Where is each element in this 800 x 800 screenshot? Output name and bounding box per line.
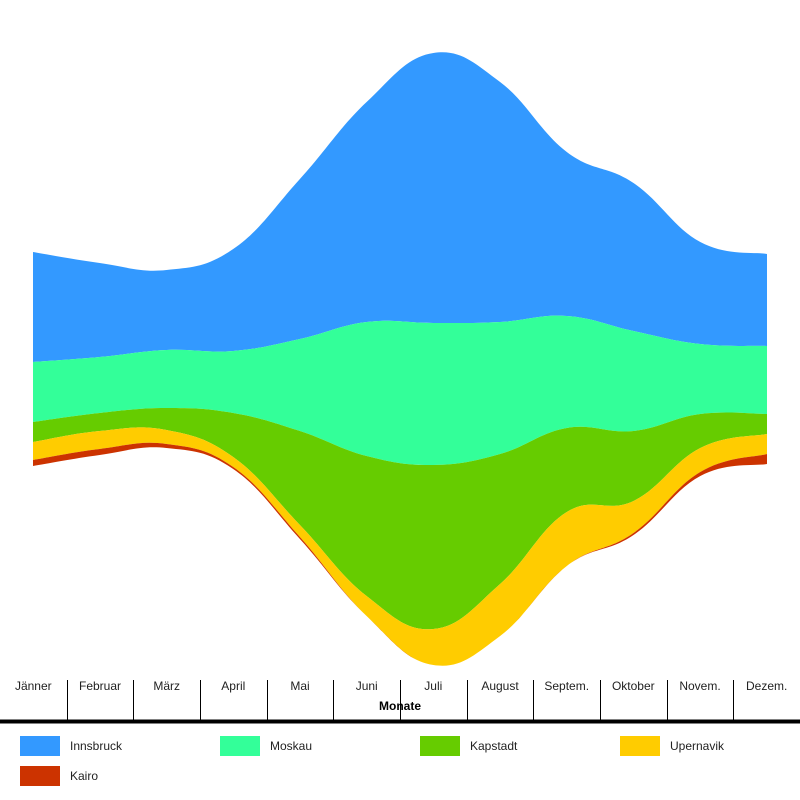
legend-label: Innsbruck [70, 739, 123, 753]
legend-item-innsbruck: Innsbruck [20, 735, 122, 757]
x-tick-label: August [481, 679, 519, 693]
x-tick-label: Jänner [15, 679, 52, 693]
stream-layer-kapstadt [33, 408, 767, 630]
x-tick-label: Oktober [612, 679, 655, 693]
legend-item-upernavik: Upernavik [620, 735, 724, 757]
stream-layers [33, 52, 767, 666]
x-tick-label: Februar [79, 679, 121, 693]
legend-swatch [20, 736, 60, 756]
legend-swatch [220, 736, 260, 756]
legend-label: Upernavik [670, 739, 725, 753]
legend-label: Kairo [70, 769, 99, 783]
x-tick-label: Juni [356, 679, 378, 693]
legend-item-kairo: Kairo [20, 765, 98, 787]
x-tick-label: Septem. [544, 679, 589, 693]
x-tick-label: Mai [290, 679, 309, 693]
legend-swatch [420, 736, 460, 756]
stream-layer-innsbruck [33, 52, 767, 362]
legend-label: Kapstadt [470, 739, 518, 753]
x-tick-label: Novem. [679, 679, 720, 693]
x-tick-label: März [153, 679, 180, 693]
streamgraph-chart: Jänner Februar März April Mai Juni Juli August S… [0, 52, 800, 724]
legend: Innsbruck Moskau Kapstadt Upernavik Kairo [0, 730, 800, 800]
x-axis: Jänner Februar März April Mai Juni Juli August S… [0, 679, 800, 724]
x-axis-title: Monate [379, 699, 421, 713]
legend-swatch [20, 766, 60, 786]
legend-item-kapstadt: Kapstadt [420, 735, 517, 757]
legend-swatch [620, 736, 660, 756]
legend-label: Moskau [270, 739, 313, 753]
legend-item-moskau: Moskau [220, 735, 312, 757]
stream-layer-moskau [33, 315, 767, 466]
x-tick-label: April [221, 679, 245, 693]
x-tick-label: Dezem. [746, 679, 787, 693]
x-tick-label: Juli [424, 679, 442, 693]
